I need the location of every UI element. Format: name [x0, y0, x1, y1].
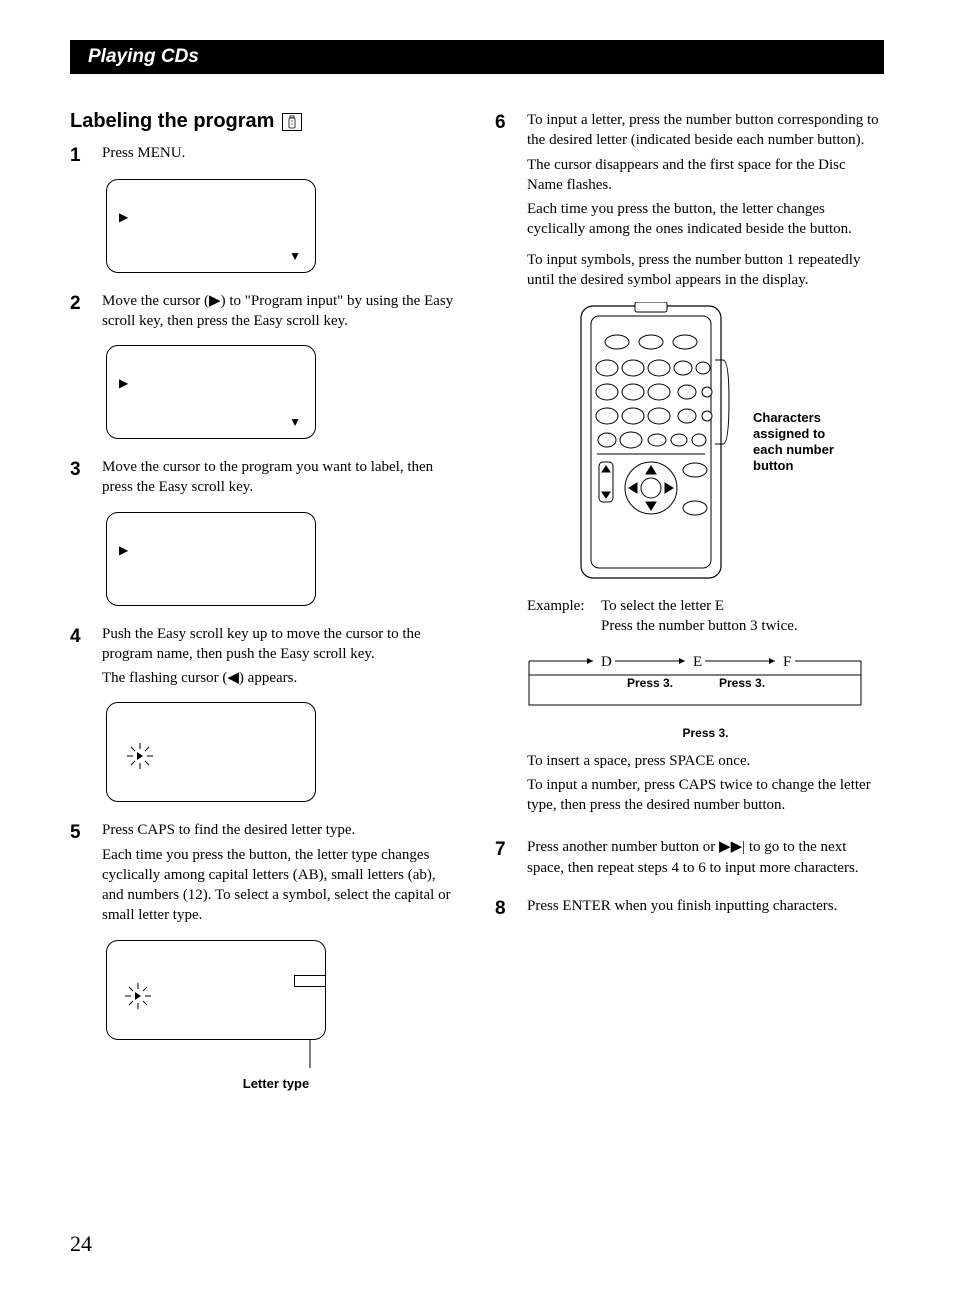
letter-path-diagram: D E F Press 3. Press 3.	[527, 649, 884, 741]
step-number: 8	[495, 896, 515, 922]
right-column: 6 To input a letter, press the number bu…	[495, 110, 884, 1257]
step-5: 5 Press CAPS to find the desired letter …	[70, 820, 459, 929]
step-number: 3	[70, 457, 90, 502]
display-box-2: ▶ ▼	[106, 345, 316, 439]
page-number: 24	[70, 1231, 459, 1257]
svg-text:Press 3.: Press 3.	[627, 676, 673, 690]
step-number: 2	[70, 291, 90, 336]
step-7: 7 Press another number button or ▶▶| to …	[495, 837, 884, 882]
chars-assigned-label: Characters assigned to each number butto…	[753, 410, 843, 475]
svg-text:E: E	[693, 654, 702, 670]
step-text: Press MENU.	[102, 143, 459, 163]
letter-type-label: Letter type	[226, 1076, 326, 1091]
cursor-right-icon: ▶	[119, 376, 128, 391]
flashing-cursor-icon	[127, 743, 153, 769]
step-8: 8 Press ENTER when you finish inputting …	[495, 896, 884, 922]
letter-type-box	[294, 975, 326, 987]
step-4: 4 Push the Easy scroll key up to move th…	[70, 624, 459, 693]
step-text: Move the cursor (▶) to "Program input" b…	[102, 291, 459, 332]
step-text: The cursor disappears and the first spac…	[527, 155, 884, 196]
step-text: Each time you press the button, the lett…	[527, 199, 884, 240]
svg-text:D: D	[601, 654, 612, 670]
triangle-down-icon: ▼	[289, 415, 301, 430]
step-text: To input a number, press CAPS twice to c…	[527, 775, 884, 816]
example-label: Example:	[527, 596, 589, 616]
cursor-right-icon: ▶	[119, 543, 128, 558]
display-box-3: ▶	[106, 512, 316, 606]
step-number: 7	[495, 837, 515, 882]
step-number: 1	[70, 143, 90, 169]
example-line1: To select the letter E	[601, 596, 724, 616]
step-3: 3 Move the cursor to the program you wan…	[70, 457, 459, 502]
flashing-cursor-icon	[125, 983, 151, 1009]
press-below-label: Press 3.	[527, 725, 884, 741]
step-text: Move the cursor to the program you want …	[102, 457, 459, 498]
step-number: 6	[495, 110, 515, 819]
step-1: 1 Press MENU.	[70, 143, 459, 169]
cursor-right-icon: ▶	[119, 210, 128, 225]
step-text: To insert a space, press SPACE once.	[527, 751, 884, 771]
step-text: To input symbols, press the number butto…	[527, 250, 884, 291]
display-box-4	[106, 702, 316, 802]
step-text: Press another number button or ▶▶| to go…	[527, 837, 884, 878]
display-box-1: ▶ ▼	[106, 179, 316, 273]
step-6: 6 To input a letter, press the number bu…	[495, 110, 884, 819]
step-text: Press ENTER when you finish inputting ch…	[527, 896, 884, 916]
callout-line-svg	[106, 1040, 366, 1074]
remote-svg	[563, 302, 743, 582]
display-box-5	[106, 940, 326, 1040]
remote-illustration: Characters assigned to each number butto…	[563, 302, 884, 582]
subsection-title-text: Labeling the program	[70, 110, 274, 133]
svg-text:Press 3.: Press 3.	[719, 676, 765, 690]
triangle-down-icon: ▼	[289, 249, 301, 264]
step-text: The flashing cursor (◀) appears.	[102, 668, 459, 688]
step-text: Press CAPS to find the desired letter ty…	[102, 820, 459, 840]
step-text: To input a letter, press the number butt…	[527, 110, 884, 151]
example-line2: Press the number button 3 twice.	[601, 616, 798, 636]
example-block: Example: To select the letter E Press th…	[527, 596, 884, 637]
step-number: 5	[70, 820, 90, 929]
step-2: 2 Move the cursor (▶) to "Program input"…	[70, 291, 459, 336]
section-header-title: Playing CDs	[88, 46, 199, 67]
section-header: Playing CDs	[70, 40, 884, 74]
subsection-title: Labeling the program	[70, 110, 459, 133]
step-text: Push the Easy scroll key up to move the …	[102, 624, 459, 665]
svg-text:F: F	[783, 654, 791, 670]
left-column: Labeling the program 1 Press MENU.	[70, 110, 459, 1257]
remote-icon	[282, 113, 302, 131]
step-text: Each time you press the button, the lett…	[102, 845, 459, 926]
step-number: 4	[70, 624, 90, 693]
